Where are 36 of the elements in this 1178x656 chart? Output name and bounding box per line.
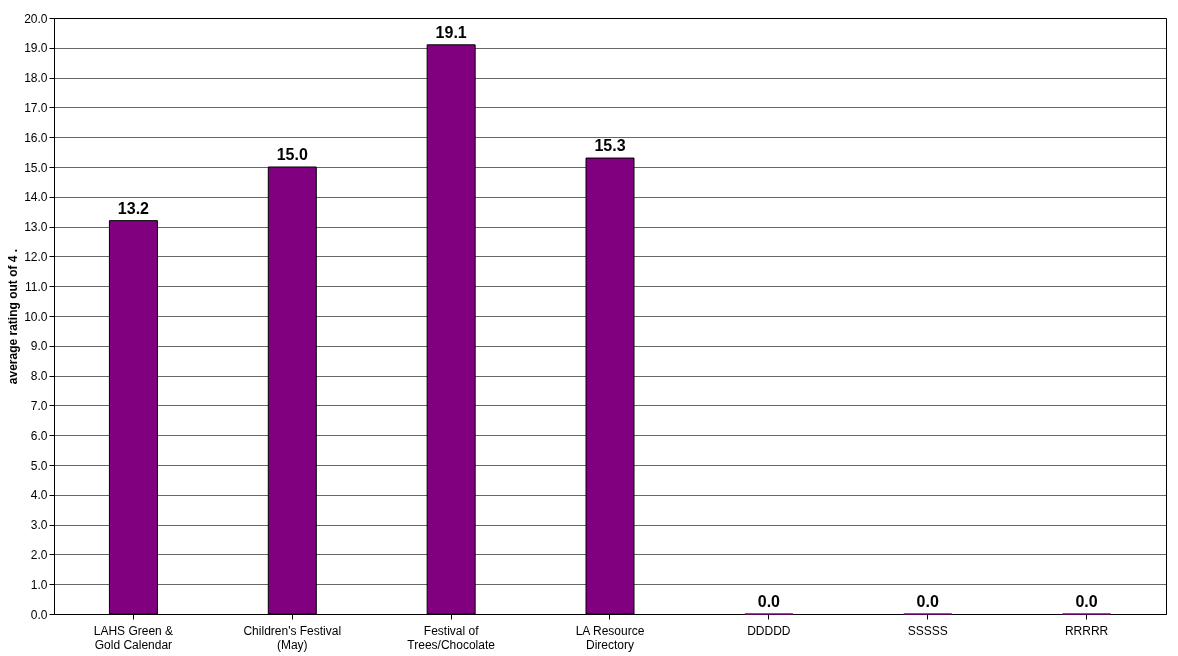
y-tick-label: 14.0 xyxy=(24,190,48,205)
x-tick-label: Children's Festival (May) xyxy=(243,623,342,652)
y-tick-label: 3.0 xyxy=(30,518,48,533)
data-label: 15.3 xyxy=(594,137,626,155)
y-axis-title: average rating out of 4 . xyxy=(6,248,21,385)
y-tick-label: 18.0 xyxy=(24,71,48,86)
data-label: 0.0 xyxy=(916,593,939,610)
y-tick-label: 8.0 xyxy=(30,369,48,384)
y-tick-label: 5.0 xyxy=(30,458,48,473)
y-tick-label: 2.0 xyxy=(30,547,48,562)
data-label: 13.2 xyxy=(117,199,150,217)
y-tick-label: 19.0 xyxy=(24,41,48,56)
y-tick-label: 0.0 xyxy=(30,607,48,622)
data-label: 19.1 xyxy=(435,23,467,41)
y-tick-label: 15.0 xyxy=(24,160,48,175)
data-label: 0.0 xyxy=(757,593,781,610)
x-tick-label: SSSSS xyxy=(907,623,948,638)
y-tick-label: 6.0 xyxy=(30,428,48,443)
x-tick-label: RRRRR xyxy=(1064,623,1109,638)
x-tick-label: Festival of Trees/Chocolate xyxy=(407,623,496,652)
y-tick-label: 16.0 xyxy=(24,130,48,145)
y-tick-label: 9.0 xyxy=(30,339,48,354)
data-label: 0.0 xyxy=(1075,593,1098,610)
x-tick-label: LAHS Green & Gold Calendar xyxy=(93,623,174,652)
y-tick-label: 13.0 xyxy=(24,220,48,235)
y-tick-label: 10.0 xyxy=(24,309,48,324)
x-tick-label: DDDDD xyxy=(747,623,791,638)
y-tick-label: 4.0 xyxy=(30,488,48,503)
x-tick-label: LA Resource Directory xyxy=(575,623,645,652)
y-tick-label: 17.0 xyxy=(24,100,48,115)
y-tick-label: 20.0 xyxy=(24,11,48,26)
data-label: 15.0 xyxy=(276,146,308,163)
y-tick-label: 1.0 xyxy=(30,577,48,592)
y-tick-label: 12.0 xyxy=(24,249,48,264)
y-tick-label: 11.0 xyxy=(25,279,48,294)
y-tick-label: 7.0 xyxy=(30,398,48,413)
